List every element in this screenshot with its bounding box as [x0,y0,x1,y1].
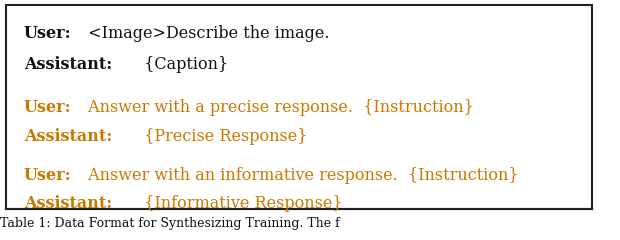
Text: Assistant:: Assistant: [24,56,112,73]
Text: User:: User: [24,25,71,42]
Text: User:: User: [24,100,71,116]
Text: User:: User: [24,167,71,184]
Text: Answer with a precise response.  {Instruction}: Answer with a precise response. {Instruc… [83,100,474,116]
Text: <Image>Describe the image.: <Image>Describe the image. [83,25,330,42]
FancyBboxPatch shape [6,5,592,209]
Text: {Caption}: {Caption} [134,56,228,73]
Text: Assistant:: Assistant: [24,128,112,145]
Text: Assistant:: Assistant: [24,196,112,212]
Text: {Informative Response}: {Informative Response} [134,196,342,212]
Text: Answer with an informative response.  {Instruction}: Answer with an informative response. {In… [83,167,519,184]
Text: {Precise Response}: {Precise Response} [134,128,308,145]
Text: Table 1: Data Format for Synthesizing Training. The f: Table 1: Data Format for Synthesizing Tr… [0,217,340,230]
